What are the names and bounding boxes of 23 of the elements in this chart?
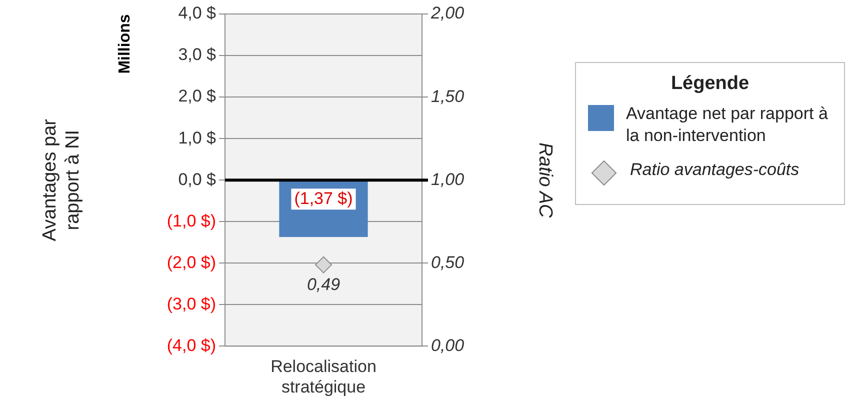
y-tick-label: 0,0 $	[178, 170, 217, 189]
y-tick-label: 3,0 $	[178, 45, 217, 64]
legend-label: Ratio avantages-coûts	[630, 159, 800, 181]
y2-tick-label: 0,50	[431, 252, 465, 272]
y2-tick-label: 0,00	[431, 336, 465, 355]
y2-tick-label: 1,50	[431, 86, 465, 106]
y-tick-label: (1,0 $)	[166, 211, 216, 230]
text: Millions	[116, 14, 134, 74]
y-tick-label: 4,0 $	[178, 4, 217, 23]
legend-label: Avantage net par rapport à la non-intervention	[626, 103, 829, 147]
y-tick-label: (4,0 $)	[166, 336, 216, 355]
y2-axis-title: Ratio AC	[534, 142, 556, 218]
y-tick-label: 2,0 $	[178, 86, 217, 106]
y-tick-label: (2,0 $)	[166, 252, 216, 272]
y-tick-label: (3,0 $)	[166, 294, 216, 314]
data-label: 0,49	[306, 275, 341, 294]
legend-title: Légende	[670, 73, 750, 95]
data-label: (1,37 $)	[294, 188, 353, 208]
x-tick-label: Relocalisation stratégique	[270, 357, 376, 396]
y2-tick-label: 2,00	[430, 4, 465, 23]
y-axis-title: Avantages par rapport à NI	[40, 118, 84, 242]
y2-tick-label: 1,00	[431, 170, 465, 189]
y-tick-label: 1,0 $	[178, 128, 217, 148]
